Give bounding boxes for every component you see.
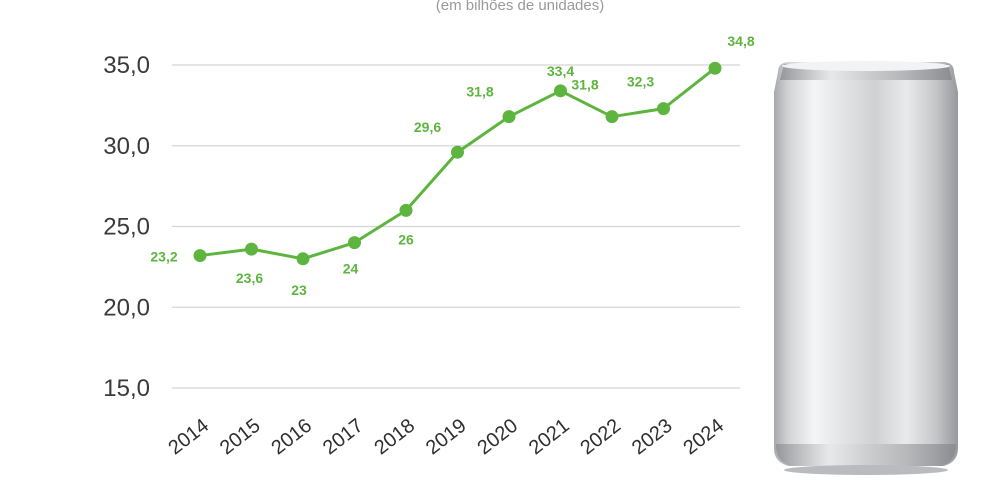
y-tick-label: 20,0 (103, 294, 150, 321)
data-label: 33,4 (547, 63, 574, 79)
series-line-layer (199, 67, 716, 261)
x-tick-label: 2020 (473, 415, 522, 460)
data-point (708, 61, 722, 75)
x-tick-label: 2019 (422, 415, 471, 460)
data-label: 24 (343, 261, 359, 277)
data-label: 26 (398, 231, 414, 247)
x-tick-label: 2014 (164, 415, 213, 460)
y-axis-ticks: 15,0 20,0 25,0 30,0 35,0 (103, 52, 150, 402)
data-point (657, 102, 670, 116)
data-point (605, 110, 619, 124)
y-tick-label: 15,0 (103, 375, 150, 402)
y-tick-label: 35,0 (103, 52, 150, 79)
x-tick-label: 2024 (679, 415, 728, 460)
data-label: 32,3 (627, 74, 654, 90)
x-tick-label: 2021 (525, 415, 574, 460)
data-point (245, 242, 258, 256)
aluminum-can-image (774, 61, 958, 475)
data-point (502, 110, 516, 124)
y-tick-label: 30,0 (103, 133, 150, 160)
data-point (193, 249, 207, 263)
chart-subtitle: (em bilhões de unidades) (436, 0, 604, 14)
data-label: 34,8 (727, 33, 754, 49)
data-point (348, 236, 361, 250)
data-label: 29,6 (414, 119, 441, 135)
x-tick-label: 2017 (319, 415, 368, 460)
x-tick-label: 2015 (216, 415, 265, 460)
data-point (296, 252, 310, 266)
data-points (193, 61, 722, 266)
data-point (554, 84, 567, 98)
x-tick-label: 2018 (370, 415, 419, 460)
x-tick-label: 2022 (576, 415, 625, 460)
data-label: 23,6 (236, 270, 263, 286)
x-tick-label: 2023 (628, 415, 677, 460)
x-axis-ticks: 2014 2015 2016 2017 2018 2019 2020 2021 2022 2023… (164, 415, 728, 460)
data-point (399, 203, 413, 217)
data-label: 31,8 (466, 84, 493, 100)
y-tick-label: 25,0 (103, 214, 150, 241)
series-line (199, 67, 716, 261)
gridlines (172, 64, 740, 389)
data-point (451, 145, 464, 159)
data-label: 23 (291, 282, 307, 298)
data-label: 31,8 (571, 77, 598, 93)
data-label: 23,2 (150, 249, 177, 265)
x-tick-label: 2016 (267, 415, 316, 460)
